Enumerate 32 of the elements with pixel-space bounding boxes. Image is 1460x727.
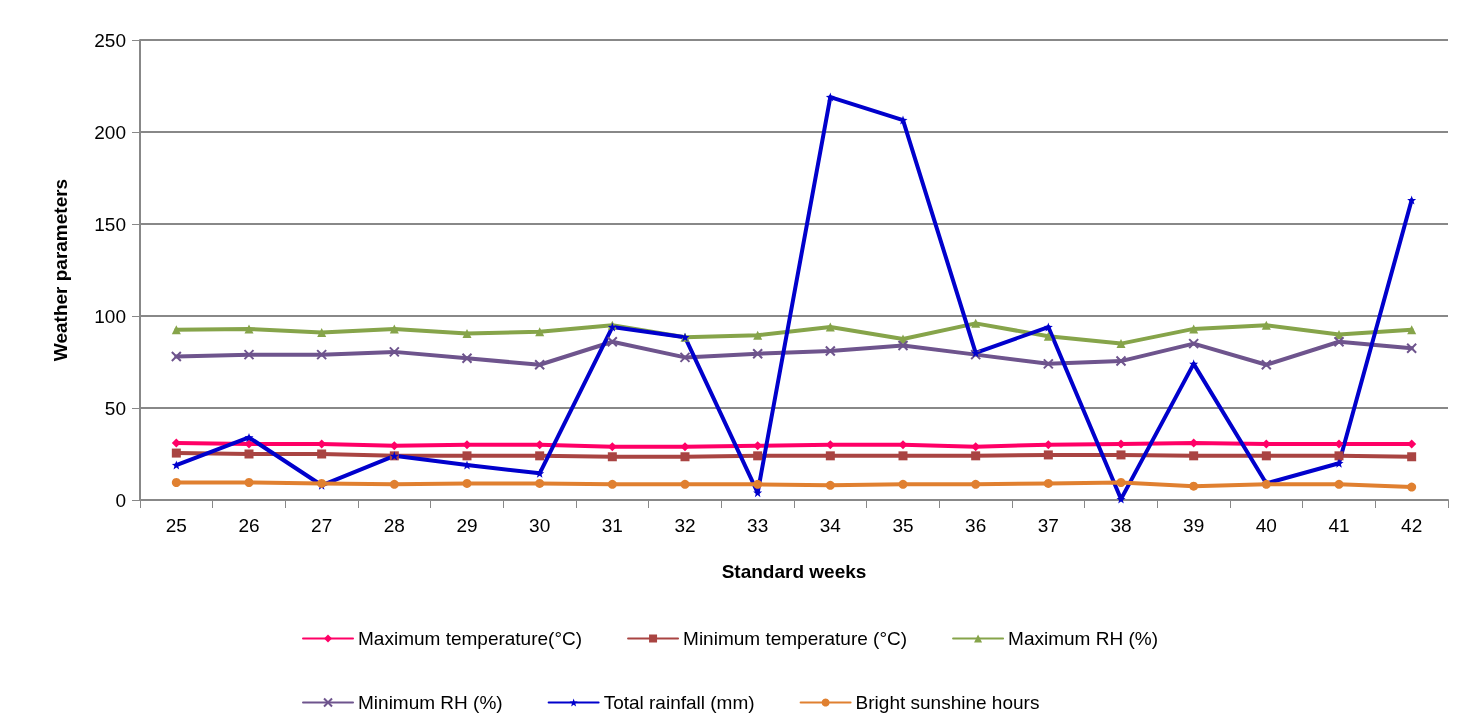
legend-label: Total rainfall (mm) xyxy=(603,692,755,713)
y-tick-label: 250 xyxy=(94,29,126,51)
x-tick-label: 31 xyxy=(601,515,623,536)
x-tick-label: 36 xyxy=(965,515,987,536)
y-tick-label: 200 xyxy=(94,121,126,143)
x-tick-label: 27 xyxy=(311,515,333,536)
x-tick-label: 35 xyxy=(892,515,914,536)
y-tick-label: 50 xyxy=(104,397,126,419)
legend-label: Bright sunshine hours xyxy=(855,692,1040,713)
x-tick-label: 33 xyxy=(747,515,769,536)
x-tick-label: 39 xyxy=(1183,515,1205,536)
y-tick-label: 100 xyxy=(94,305,126,327)
x-tick-label: 34 xyxy=(819,515,842,536)
x-tick-label: 42 xyxy=(1401,515,1423,536)
x-tick-label: 38 xyxy=(1110,515,1132,536)
x-tick-label: 37 xyxy=(1037,515,1059,536)
x-axis-title: Standard weeks xyxy=(721,561,867,582)
legend-label: Maximum RH (%) xyxy=(1008,628,1158,649)
x-tick-label: 32 xyxy=(674,515,696,536)
y-tick-label: 0 xyxy=(115,489,126,511)
x-tick-label: 25 xyxy=(165,515,187,536)
x-tick-label: 29 xyxy=(456,515,478,536)
x-tick-label: 40 xyxy=(1255,515,1277,536)
y-tick-label: 150 xyxy=(94,213,126,235)
x-tick-label: 26 xyxy=(238,515,260,536)
legend-label: Minimum temperature (°C) xyxy=(683,628,908,649)
x-tick-label: 41 xyxy=(1328,515,1350,536)
x-tick-label: 30 xyxy=(529,515,551,536)
legend-label: Minimum RH (%) xyxy=(358,692,503,713)
y-axis-title: Weather parameters xyxy=(50,178,71,362)
legend-label: Maximum temperature(°C) xyxy=(358,628,583,649)
x-tick-label: 28 xyxy=(383,515,405,536)
